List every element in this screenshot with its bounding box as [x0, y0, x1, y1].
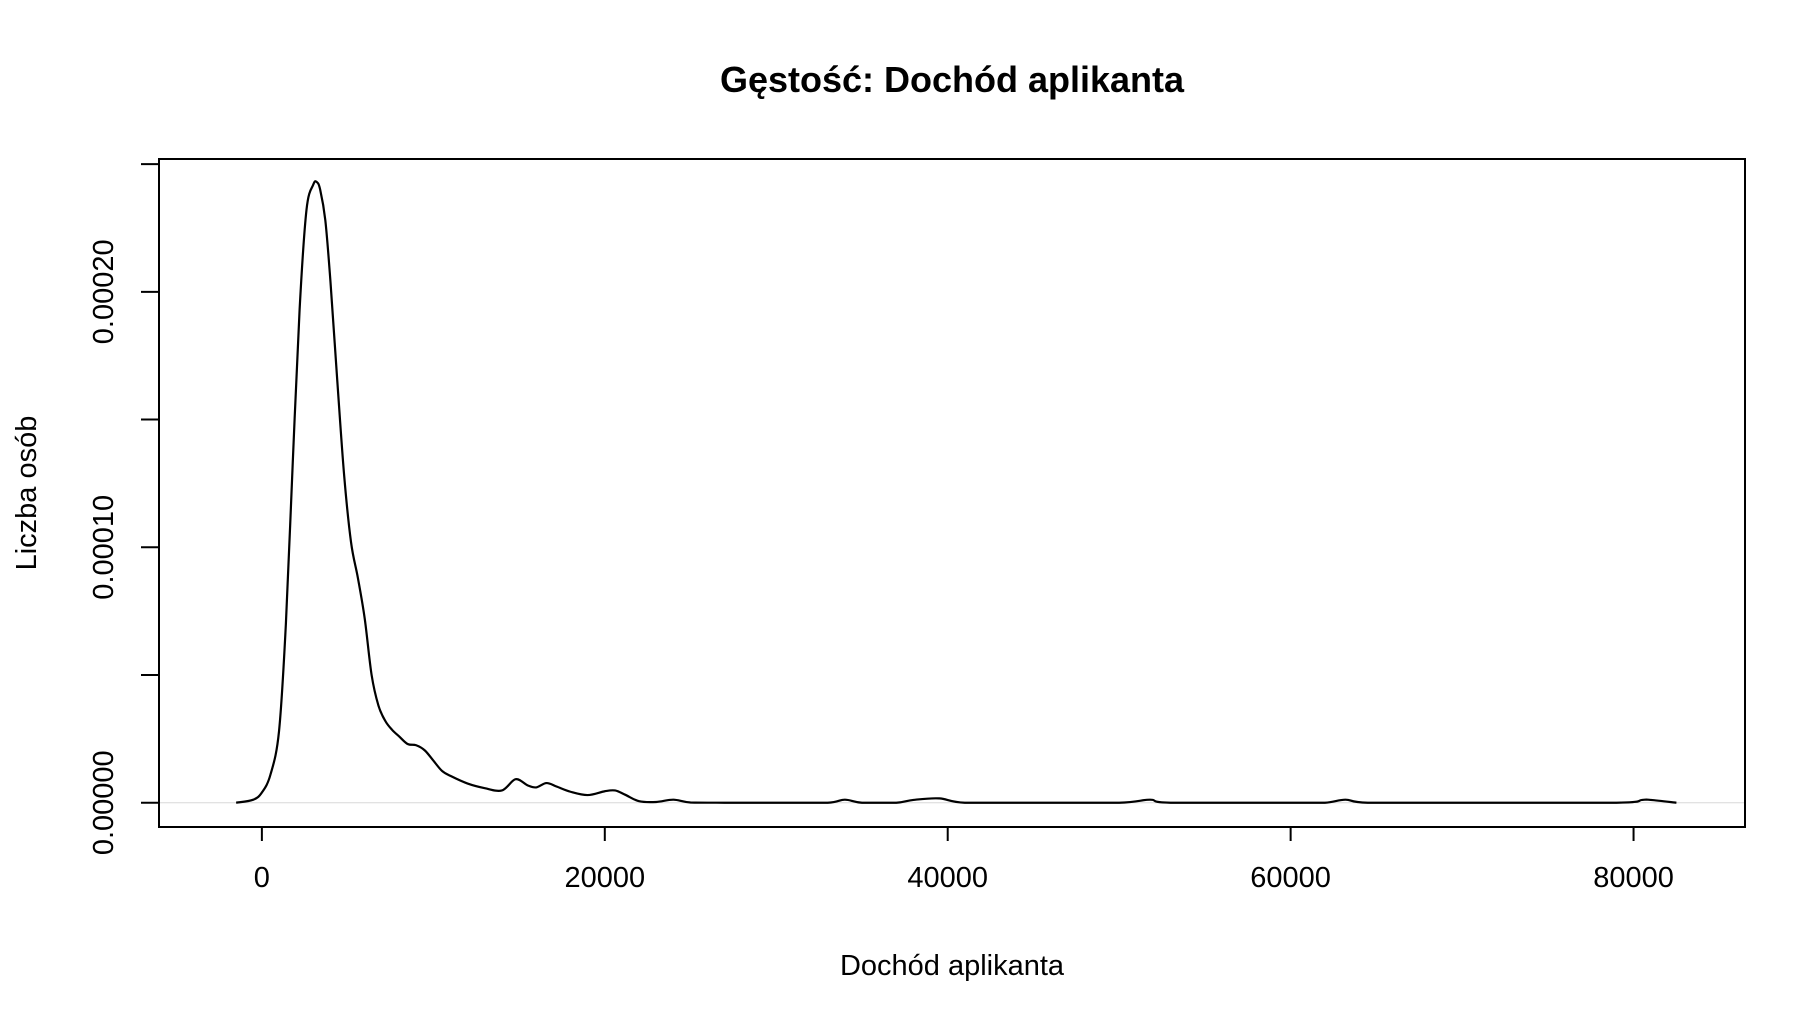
- y-axis: 0.00000 0.00010 0.00020: [88, 163, 160, 855]
- x-tick-label: 60000: [1250, 862, 1331, 894]
- y-tick-label: 0.00000: [88, 750, 120, 855]
- y-tick-label: 0.00020: [88, 239, 120, 344]
- x-axis-label: Dochód aplikanta: [840, 950, 1065, 982]
- x-tick-label: 0: [254, 862, 270, 894]
- y-tick-label: 0.00010: [88, 495, 120, 600]
- plot-frame: [158, 158, 1746, 828]
- x-tick-label: 40000: [907, 862, 988, 894]
- density-curve: [235, 180, 1677, 804]
- y-axis-label: Liczba osób: [11, 416, 43, 571]
- x-axis: 0 20000 40000 60000 80000: [254, 826, 1674, 894]
- x-tick-label: 80000: [1593, 862, 1674, 894]
- chart-title: Gęstość: Dochód aplikanta: [720, 59, 1185, 100]
- x-tick-label: 20000: [564, 862, 645, 894]
